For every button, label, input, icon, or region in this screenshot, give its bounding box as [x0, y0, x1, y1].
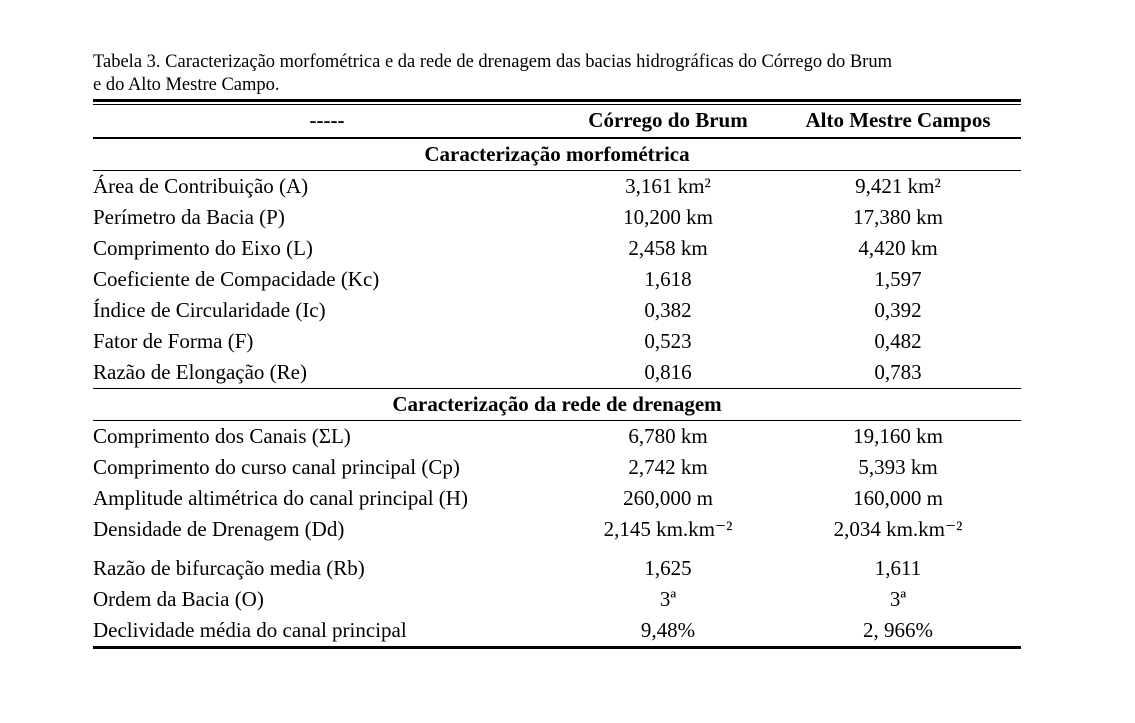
value-campos: 2, 966% — [775, 615, 1021, 649]
caption-line-2: e do Alto Mestre Campo. — [93, 75, 280, 95]
table-row: Amplitude altimétrica do canal principal… — [93, 483, 1021, 514]
value-campos: 2,034 km.km⁻² — [833, 517, 963, 541]
value-brum: 10,200 km — [623, 205, 713, 229]
header-alto-mestre-campos: Alto Mestre Campos — [775, 105, 1021, 139]
param-label: Razão de bifurcação media (Rb) — [93, 556, 365, 580]
param-label: Densidade de Drenagem (Dd) — [93, 517, 345, 541]
table-row: Comprimento do Eixo (L) 2,458 km 4,420 k… — [93, 233, 1021, 264]
table-row: Perímetro da Bacia (P) 10,200 km 17,380 … — [93, 202, 1021, 233]
table-row: Razão de bifurcação media (Rb) 1,625 1,6… — [93, 545, 1021, 584]
value-brum: 0,816 — [644, 360, 692, 384]
table-row: Área de Contribuição (A) 3,161 km² 9,421… — [93, 171, 1021, 203]
value-campos: 4,420 km — [858, 236, 938, 260]
table-row: Densidade de Drenagem (Dd) 2,145 km.km⁻²… — [93, 514, 1021, 545]
header-corrego-do-brum: Córrego do Brum — [561, 105, 775, 139]
value-brum: 2,145 km.km⁻² — [603, 517, 733, 541]
value-brum: 0,523 — [644, 329, 692, 353]
value-campos: 3ª — [889, 587, 907, 611]
param-label: Razão de Elongação (Re) — [93, 360, 307, 384]
table-row: Razão de Elongação (Re) 0,816 0,783 — [93, 357, 1021, 389]
section-header-rede-drenagem: Caracterização da rede de drenagem — [93, 388, 1021, 421]
param-label: Comprimento dos Canais (ΣL) — [93, 424, 351, 448]
table-row: Declividade média do canal principal 9,4… — [93, 615, 1021, 649]
value-campos: 0,392 — [874, 298, 922, 322]
section-title: Caracterização morfométrica — [93, 138, 1021, 171]
value-brum: 1,618 — [644, 267, 692, 291]
value-brum: 2,458 km — [628, 236, 708, 260]
table-row: Fator de Forma (F) 0,523 0,482 — [93, 326, 1021, 357]
value-brum: 0,382 — [644, 298, 692, 322]
value-campos: 0,482 — [874, 329, 922, 353]
table-caption: Tabela 3. Caracterização morfométrica e … — [93, 51, 1021, 97]
value-campos: 0,783 — [874, 360, 922, 384]
param-label: Ordem da Bacia (O) — [93, 587, 264, 611]
value-campos: 19,160 km — [853, 424, 943, 448]
header-placeholder: ----- — [93, 105, 561, 139]
value-campos: 5,393 km — [858, 455, 938, 479]
param-label: Declividade média do canal principal — [93, 615, 561, 649]
param-label: Comprimento do Eixo (L) — [93, 236, 313, 260]
caption-line-1: Tabela 3. Caracterização morfométrica e … — [93, 52, 892, 72]
table-row: Comprimento do curso canal principal (Cp… — [93, 452, 1021, 483]
value-brum: 1,625 — [644, 556, 692, 580]
table-row: Ordem da Bacia (O) 3ª 3ª — [93, 584, 1021, 615]
table-block: Tabela 3. Caracterização morfométrica e … — [93, 51, 1021, 649]
value-campos: 1,597 — [874, 267, 922, 291]
param-label: Perímetro da Bacia (P) — [93, 205, 285, 229]
value-brum: 260,000 m — [623, 486, 713, 510]
param-label: Área de Contribuição (A) — [93, 174, 309, 198]
param-label: Comprimento do curso canal principal (Cp… — [93, 455, 460, 479]
table-row: Coeficiente de Compacidade (Kc) 1,618 1,… — [93, 264, 1021, 295]
table-top-rule — [93, 99, 1021, 105]
param-label: Amplitude altimétrica do canal principal… — [93, 486, 468, 510]
value-brum: 2,742 km — [628, 455, 708, 479]
value-campos: 9,421 km² — [855, 174, 941, 198]
value-campos: 17,380 km — [853, 205, 943, 229]
param-label: Fator de Forma (F) — [93, 329, 254, 353]
value-campos: 160,000 m — [853, 486, 943, 510]
section-header-morfometrica: Caracterização morfométrica — [93, 138, 1021, 171]
value-brum: 3,161 km² — [625, 174, 711, 198]
value-campos: 1,611 — [874, 556, 922, 580]
value-brum: 9,48% — [561, 615, 775, 649]
value-brum: 3ª — [659, 587, 677, 611]
value-brum: 6,780 km — [628, 424, 708, 448]
table-row: Comprimento dos Canais (ΣL) 6,780 km 19,… — [93, 421, 1021, 453]
table-header-row: ----- Córrego do Brum Alto Mestre Campos — [93, 105, 1021, 139]
section-title: Caracterização da rede de drenagem — [93, 388, 1021, 421]
param-label: Coeficiente de Compacidade (Kc) — [93, 267, 380, 291]
morphometric-table: ----- Córrego do Brum Alto Mestre Campos… — [93, 105, 1021, 649]
param-label: Índice de Circularidade (Ic) — [93, 298, 326, 322]
table-row: Índice de Circularidade (Ic) 0,382 0,392 — [93, 295, 1021, 326]
